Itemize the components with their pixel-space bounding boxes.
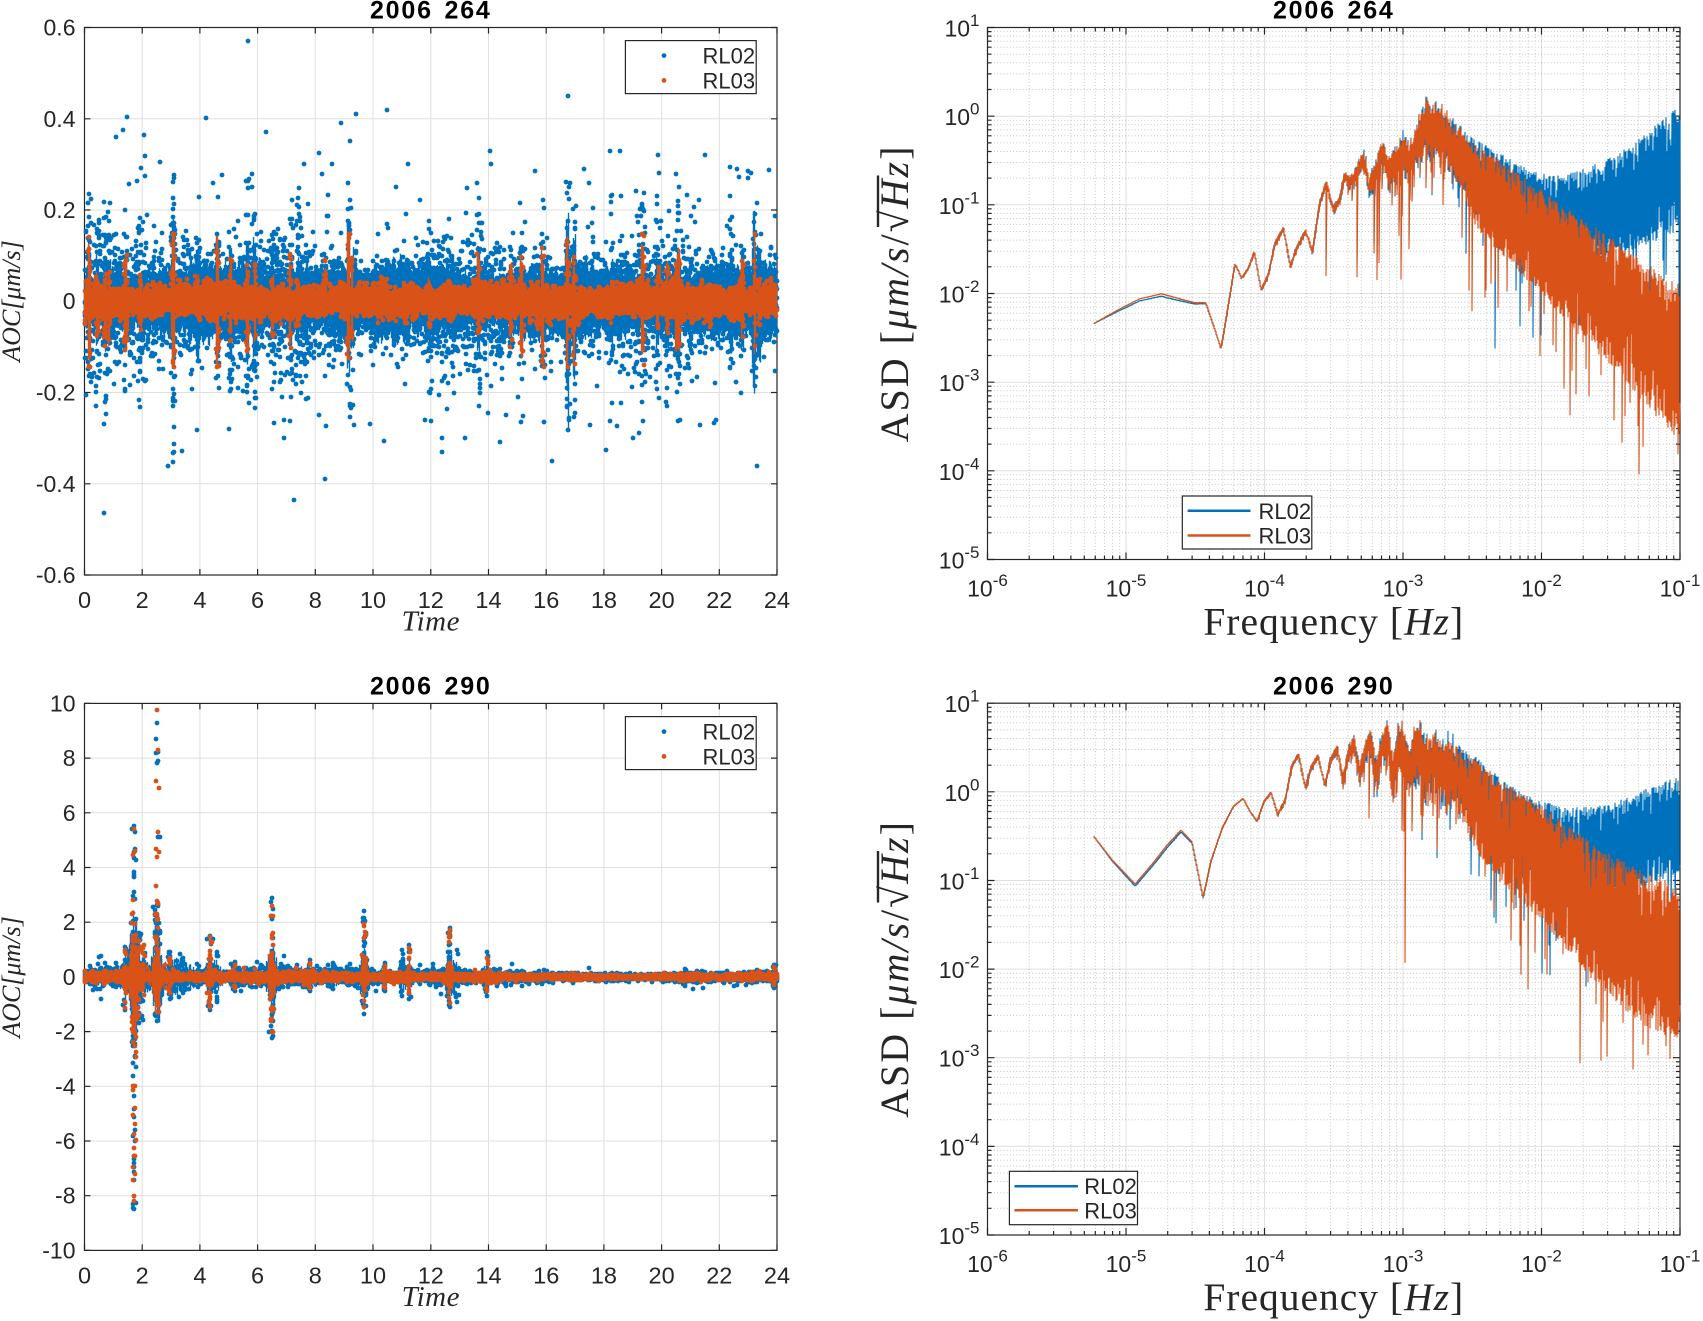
svg-text:10-5: 10-5 [1106, 571, 1147, 602]
svg-text:2: 2 [63, 909, 76, 935]
svg-text:22: 22 [706, 587, 732, 613]
svg-text:12: 12 [418, 587, 444, 613]
svg-text:6: 6 [63, 800, 76, 826]
svg-text:RL02: RL02 [1084, 1174, 1137, 1199]
svg-text:Time: Time [402, 606, 460, 638]
svg-text:24: 24 [764, 587, 790, 613]
svg-text:10: 10 [360, 587, 386, 613]
svg-text:-0.6: -0.6 [36, 562, 76, 588]
svg-text:10-6: 10-6 [967, 1247, 1008, 1278]
svg-text:2006 290: 2006 290 [1273, 672, 1395, 700]
svg-text:0: 0 [78, 587, 91, 613]
svg-text:10: 10 [360, 1262, 386, 1288]
svg-text:6: 6 [251, 587, 264, 613]
svg-text:Frequency [Hz]: Frequency [Hz] [1203, 1275, 1464, 1319]
svg-text:0: 0 [78, 1262, 91, 1288]
svg-text:RL02: RL02 [703, 720, 756, 745]
svg-text:4: 4 [193, 587, 206, 613]
svg-text:14: 14 [475, 1262, 501, 1288]
svg-text:8: 8 [63, 745, 76, 771]
svg-text:10-4: 10-4 [939, 1130, 980, 1161]
svg-text:8: 8 [309, 1262, 322, 1288]
svg-text:AOC[μm/s]: AOC[μm/s] [0, 916, 26, 1039]
svg-text:RL02: RL02 [703, 44, 756, 69]
svg-text:22: 22 [706, 1262, 732, 1288]
svg-text:RL03: RL03 [1259, 524, 1312, 549]
svg-text:RL03: RL03 [703, 68, 756, 93]
svg-text:4: 4 [63, 855, 76, 881]
svg-text:AOC[μm/s]: AOC[μm/s] [0, 240, 26, 363]
svg-text:0: 0 [63, 964, 76, 990]
svg-text:2006 290: 2006 290 [370, 672, 492, 700]
svg-text:24: 24 [764, 1262, 790, 1288]
svg-text:0: 0 [63, 288, 76, 314]
svg-text:2: 2 [136, 587, 149, 613]
svg-text:20: 20 [649, 1262, 675, 1288]
svg-text:16: 16 [533, 1262, 559, 1288]
svg-text:-8: -8 [55, 1183, 75, 1209]
svg-text:2006 264: 2006 264 [370, 0, 492, 25]
svg-text:10: 10 [50, 690, 76, 716]
svg-text:ASD [μm/s/√Hz]: ASD [μm/s/√Hz] [872, 145, 917, 443]
svg-text:2006 264: 2006 264 [1273, 0, 1395, 25]
svg-text:16: 16 [533, 587, 559, 613]
svg-text:10-2: 10-2 [939, 277, 980, 308]
svg-text:10-5: 10-5 [1106, 1247, 1147, 1278]
svg-text:14: 14 [475, 587, 501, 613]
svg-text:RL02: RL02 [1259, 499, 1312, 524]
svg-text:10-2: 10-2 [1521, 571, 1562, 602]
svg-text:8: 8 [309, 587, 322, 613]
svg-text:-6: -6 [55, 1128, 75, 1154]
svg-text:-0.2: -0.2 [36, 380, 76, 406]
svg-text:12: 12 [418, 1262, 444, 1288]
svg-text:10-4: 10-4 [1244, 1247, 1285, 1278]
svg-text:RL03: RL03 [1084, 1198, 1137, 1223]
svg-text:0.6: 0.6 [44, 15, 76, 41]
svg-text:Frequency [Hz]: Frequency [Hz] [1203, 600, 1464, 644]
svg-text:6: 6 [251, 1262, 264, 1288]
svg-text:18: 18 [591, 587, 617, 613]
svg-text:-10: -10 [42, 1237, 75, 1263]
svg-text:0.2: 0.2 [44, 197, 76, 223]
svg-text:2: 2 [136, 1262, 149, 1288]
svg-text:ASD [μm/s/√Hz]: ASD [μm/s/√Hz] [872, 820, 917, 1118]
svg-text:4: 4 [193, 1262, 206, 1288]
svg-text:0.4: 0.4 [44, 106, 76, 132]
svg-text:20: 20 [649, 587, 675, 613]
svg-text:RL03: RL03 [703, 744, 756, 769]
svg-text:-0.4: -0.4 [36, 471, 76, 497]
svg-text:Time: Time [402, 1281, 460, 1313]
svg-text:18: 18 [591, 1262, 617, 1288]
svg-text:-4: -4 [55, 1073, 76, 1099]
svg-text:-2: -2 [55, 1019, 75, 1045]
